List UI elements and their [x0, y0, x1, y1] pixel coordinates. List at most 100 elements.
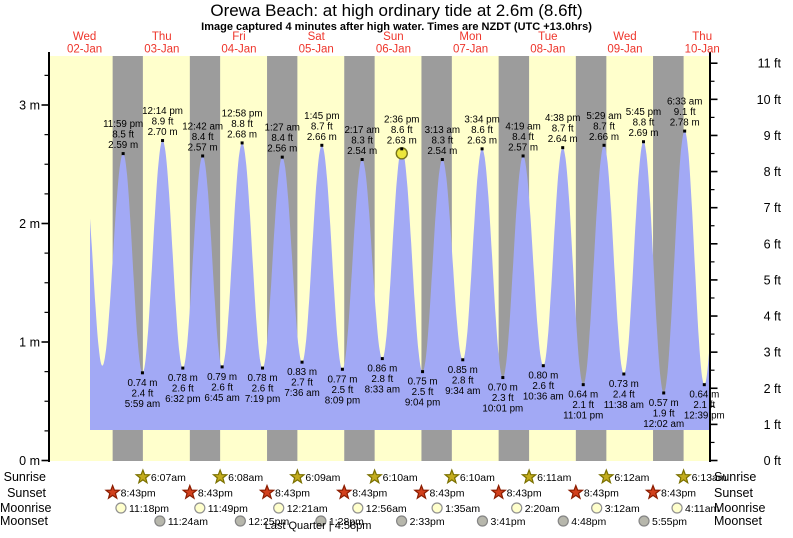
high-tide-dot — [201, 154, 205, 158]
low-tide-time: 9:34 am — [445, 386, 480, 397]
high-tide-time: 4:19 am — [505, 121, 540, 132]
date-label: 10-Jan — [685, 44, 720, 56]
sunset-time: 8:43pm — [507, 487, 542, 499]
high-tide-dot — [480, 147, 484, 151]
sunrise-time: 6:09am — [305, 472, 340, 484]
low-tide-height-m: 0.85 m — [448, 365, 478, 376]
high-tide-height-ft: 8.9 ft — [152, 117, 174, 128]
low-tide-time: 11:01 pm — [563, 411, 603, 422]
low-tide-time: 12:02 am — [643, 419, 684, 430]
high-tide-dot — [521, 154, 525, 158]
high-tide-height-m: 2.78 m — [670, 118, 700, 129]
day-of-week-label: Wed — [613, 31, 636, 43]
high-tide-height-ft: 8.3 ft — [431, 136, 453, 147]
sunrise-icon — [675, 468, 692, 485]
low-tide-time: 7:36 am — [284, 388, 319, 399]
high-tide-time: 3:13 am — [425, 125, 460, 136]
moonrise-time: 12:21am — [287, 503, 328, 515]
date-label: 02-Jan — [67, 44, 102, 56]
low-tide-dot — [181, 366, 185, 370]
sunset-time: 8:43pm — [429, 487, 464, 499]
moonrise-time: 11:18pm — [129, 503, 169, 515]
day-of-week-label: Mon — [459, 31, 481, 43]
moonrise-time: 11:49pm — [208, 503, 248, 515]
low-tide-dot — [662, 391, 666, 395]
sunset-icon — [413, 483, 430, 500]
high-tide-height-m: 2.54 m — [427, 146, 457, 157]
chart-title: Orewa Beach: at high ordinary tide at 2.… — [210, 1, 583, 20]
low-tide-time: 10:36 am — [523, 392, 564, 403]
sunset-icon — [335, 483, 353, 500]
moonrise-row-label: Moonrise — [0, 501, 52, 515]
low-tide-height-m: 0.70 m — [488, 383, 518, 394]
moonrise-time: 3:12am — [605, 503, 640, 515]
date-label: 07-Jan — [453, 44, 488, 56]
high-tide-time: 3:34 pm — [464, 114, 499, 125]
ft-axis-label: 9 ft — [764, 129, 782, 143]
ft-axis-label: 6 ft — [764, 237, 782, 251]
sunrise-time: 6:10am — [383, 472, 418, 484]
low-tide-dot — [501, 376, 505, 380]
low-tide-height-m: 0.83 m — [287, 367, 317, 378]
low-tide-height-ft: 2.7 ft — [291, 378, 313, 389]
moonset-time: 3:41pm — [490, 516, 525, 528]
day-of-week-label: Sun — [383, 31, 403, 43]
low-tide-height-ft: 2.5 ft — [412, 387, 434, 398]
high-tide-time: 1:45 pm — [304, 111, 339, 122]
low-tide-height-ft: 2.6 ft — [211, 382, 233, 393]
moonset-icon — [315, 515, 327, 527]
high-tide-height-ft: 8.4 ft — [192, 132, 214, 143]
high-tide-height-m: 2.63 m — [467, 135, 497, 146]
moonset-icon — [396, 515, 408, 527]
high-tide-time: 2:17 am — [344, 125, 379, 136]
high-tide-height-m: 2.66 m — [589, 132, 619, 143]
high-tide-dot — [602, 143, 606, 147]
low-tide-time: 8:33 am — [365, 385, 400, 396]
high-tide-height-m: 2.57 m — [508, 142, 538, 153]
day-of-week-label: Thu — [152, 31, 172, 43]
moonset-time: 1:28pm — [329, 516, 364, 528]
ft-axis-label: 10 ft — [757, 93, 782, 107]
date-label: 06-Jan — [376, 44, 411, 56]
moonrise-icon — [431, 502, 443, 514]
sunrise-time: 6:12am — [614, 472, 649, 484]
low-tide-dot — [340, 367, 344, 371]
low-tide-dot — [220, 365, 224, 369]
tide-area — [90, 131, 710, 430]
low-tide-height-ft: 2.4 ft — [132, 388, 154, 399]
sunset-row-label-right: Sunset — [714, 486, 753, 500]
sunset-row-label: Sunset — [7, 486, 46, 500]
day-of-week-label: Wed — [73, 31, 96, 43]
sunrise-icon — [134, 468, 152, 485]
sunset-icon — [644, 483, 662, 500]
high-tide-height-m: 2.57 m — [188, 142, 218, 153]
high-tide-height-m: 2.56 m — [267, 144, 297, 155]
date-label: 04-Jan — [221, 44, 256, 56]
high-tide-height-m: 2.64 m — [548, 134, 578, 145]
low-tide-time: 8:09 pm — [325, 395, 360, 406]
low-tide-height-m: 0.78 m — [248, 373, 278, 384]
sunrise-icon — [520, 468, 538, 485]
high-tide-dot — [280, 155, 284, 159]
low-tide-time: 12:39 pm — [684, 411, 725, 422]
low-tide-height-ft: 2.6 ft — [532, 381, 554, 392]
high-tide-dot — [683, 129, 687, 133]
day-of-week-label: Thu — [692, 31, 712, 43]
low-tide-dot — [702, 383, 706, 387]
low-tide-height-m: 0.77 m — [327, 374, 357, 385]
sunrise-time: 6:07am — [151, 472, 186, 484]
high-tide-height-ft: 8.8 ft — [231, 119, 253, 130]
low-tide-time: 11:38 am — [604, 400, 644, 411]
day-of-week-label: Tue — [538, 31, 557, 43]
high-tide-height-ft: 8.3 ft — [351, 136, 373, 147]
low-tide-dot — [421, 370, 425, 374]
sunset-time: 8:43pm — [275, 487, 310, 499]
ft-axis-label: 11 ft — [758, 57, 782, 71]
low-tide-time: 10:01 pm — [482, 404, 523, 415]
moonset-row-label: Moonset — [0, 514, 48, 528]
moonset-time: 5:55pm — [652, 516, 687, 528]
low-tide-height-ft: 2.8 ft — [371, 374, 393, 385]
high-tide-dot — [121, 152, 125, 156]
